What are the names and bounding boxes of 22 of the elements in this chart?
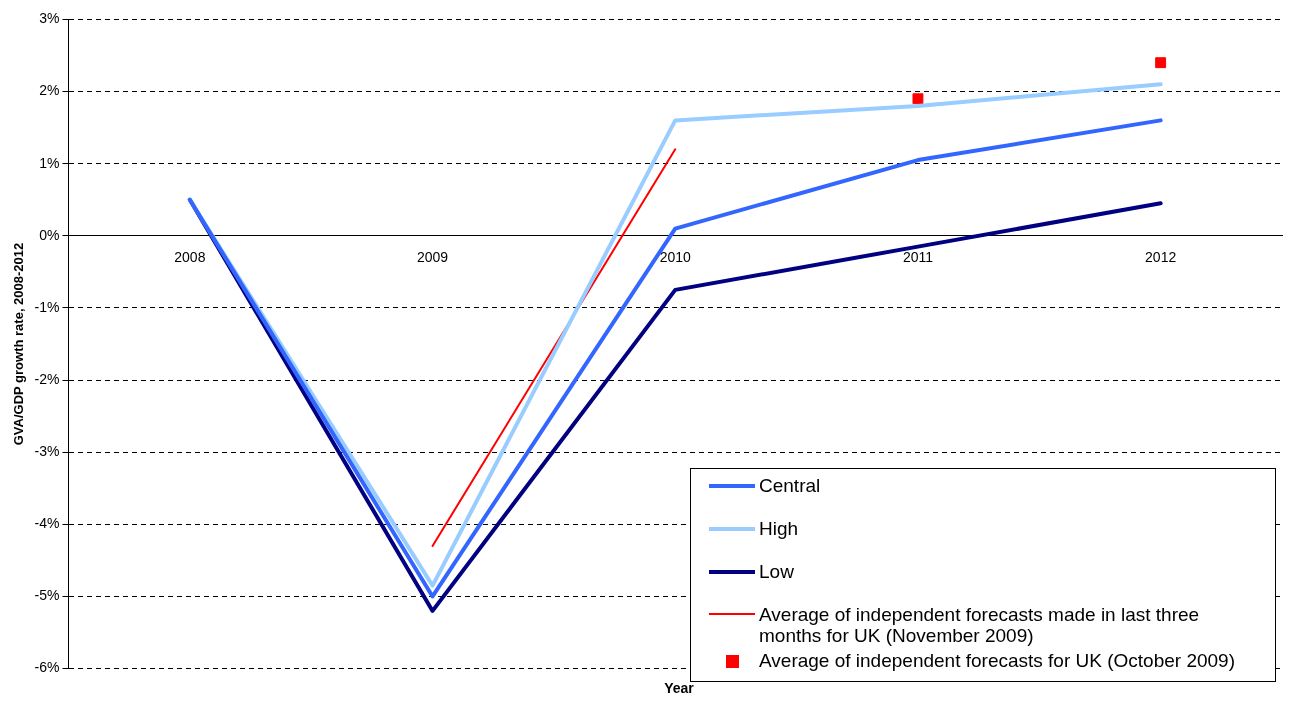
legend-label: Average of independent forecasts for UK (October 2009) xyxy=(759,650,1235,671)
y-tick-label: -2% xyxy=(34,370,60,387)
y-tick-label: -5% xyxy=(34,587,60,604)
legend-label: Central xyxy=(759,475,821,496)
y-tick-label: 2% xyxy=(39,82,60,99)
y-tick-label: 3% xyxy=(39,10,60,27)
y-tick-label: 1% xyxy=(39,154,60,171)
x-tick-label: 2010 xyxy=(659,249,692,266)
y-tick-label: 0% xyxy=(39,226,60,243)
x-tick-label: 2008 xyxy=(174,249,206,266)
y-tick-label: -1% xyxy=(34,298,60,315)
y-tick-label: -6% xyxy=(34,659,60,676)
legend-label: Average of independent forecasts made in last three months for UK (November 2009) xyxy=(759,604,1201,646)
x-axis-title: Year xyxy=(663,680,695,696)
y-axis-title: GVA/GDP growth rate, 2008-2012 xyxy=(11,242,27,446)
x-tick-label: 2009 xyxy=(416,249,449,266)
legend-label: High xyxy=(759,518,799,539)
x-tick-label: 2012 xyxy=(1145,249,1177,266)
legend-label: Low xyxy=(759,561,794,582)
y-tick-label: -4% xyxy=(34,515,60,532)
y-tick-label: -3% xyxy=(34,443,60,460)
x-tick-label: 2011 xyxy=(902,249,934,266)
